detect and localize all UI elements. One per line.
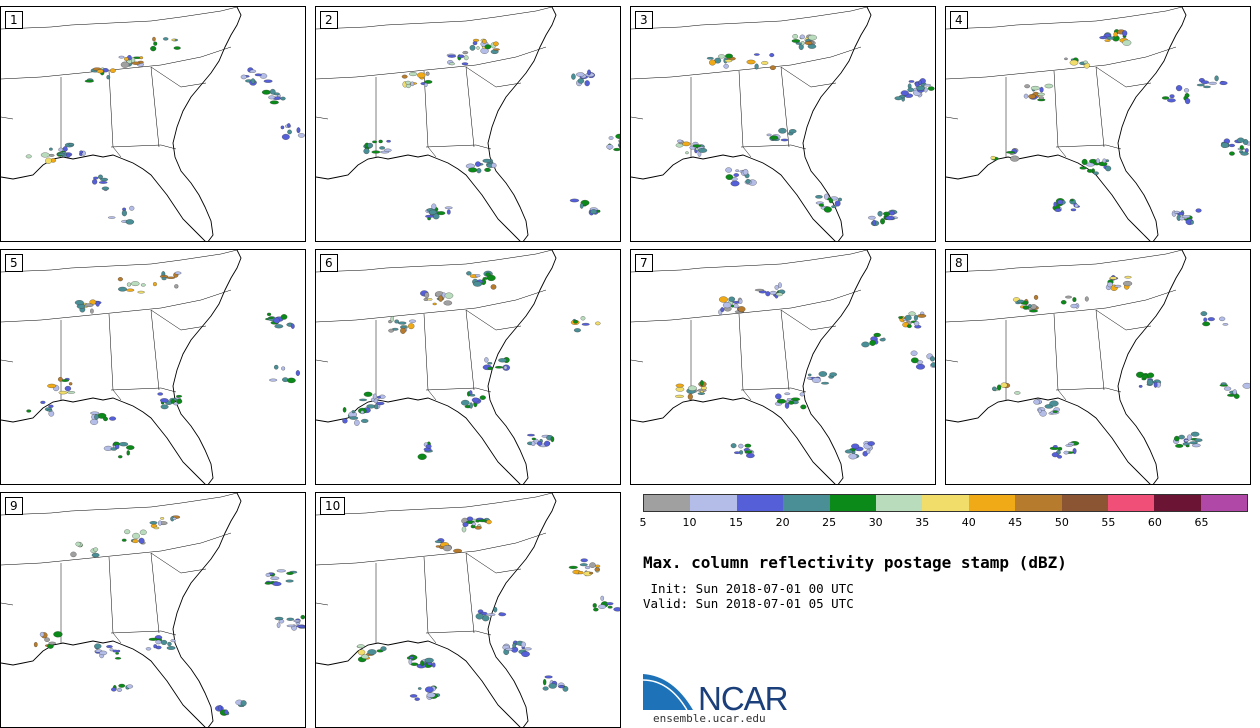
reflectivity-map xyxy=(1,493,305,727)
reflectivity-map xyxy=(316,250,601,484)
colorbar-segment xyxy=(875,495,923,511)
reflectivity-map xyxy=(316,493,620,727)
init-time: Init: Sun 2018-07-01 00 UTC xyxy=(643,581,854,596)
panel-number-label: 3 xyxy=(635,11,653,29)
panel-number-label: 10 xyxy=(320,497,346,515)
ensemble-member-panel-8: 8 xyxy=(945,249,1251,485)
panel-number-label: 5 xyxy=(5,254,23,272)
reflectivity-map xyxy=(316,7,620,241)
logo-url: ensemble.ucar.edu xyxy=(653,712,766,725)
reflectivity-map xyxy=(631,250,935,484)
colorbar-tick-label: 20 xyxy=(775,516,790,529)
valid-time: Valid: Sun 2018-07-01 05 UTC xyxy=(643,596,854,611)
colorbar-segment xyxy=(1200,495,1248,511)
reflectivity-map xyxy=(946,7,1250,241)
colorbar-segment xyxy=(1154,495,1201,511)
panel-number-label: 7 xyxy=(635,254,653,272)
colorbar-tick-label: 45 xyxy=(1008,516,1023,529)
ensemble-member-panel-2: 2 xyxy=(315,6,621,242)
panel-number-label: 2 xyxy=(320,11,338,29)
colorbar-segment xyxy=(922,495,969,511)
ensemble-member-panel-9: 9 xyxy=(0,492,306,728)
panel-number-label: 9 xyxy=(5,497,23,515)
ensemble-member-panel-1: 1 xyxy=(0,6,306,242)
colorbar-tick-label: 40 xyxy=(961,516,976,529)
colorbar-tick-label: 25 xyxy=(822,516,837,529)
colorbar-segment xyxy=(1061,495,1108,511)
panel-number-label: 6 xyxy=(320,254,338,272)
colorbar-segment xyxy=(829,495,876,511)
colorbar-tick-label: 55 xyxy=(1101,516,1116,529)
ensemble-member-panel-5: 5 xyxy=(0,249,306,485)
figure-title: Max. column reflectivity postage stamp (… xyxy=(643,553,1067,572)
colorbar-tick-label: 65 xyxy=(1194,516,1209,529)
colorbar-segment xyxy=(736,495,784,511)
ensemble-member-panel-3: 3 xyxy=(630,6,936,242)
colorbar-segment xyxy=(1015,495,1062,511)
colorbar-ticks: 5 10 15 20 25 30 35 40 45 50 55 60 65 xyxy=(639,516,1248,530)
colorbar-tick-label: 10 xyxy=(682,516,697,529)
colorbar-tick-label: 35 xyxy=(915,516,930,529)
panel-number-label: 8 xyxy=(950,254,968,272)
ensemble-member-panel-4: 4 xyxy=(945,6,1251,242)
colorbar xyxy=(643,494,1248,512)
reflectivity-map xyxy=(1,250,300,484)
ncar-logo-icon xyxy=(643,671,696,711)
ensemble-member-panel-7: 7 xyxy=(630,249,936,485)
ncar-logo-text: NCAR xyxy=(698,680,789,717)
colorbar-segment xyxy=(783,495,830,511)
colorbar-segment xyxy=(644,495,691,511)
colorbar-segment xyxy=(1107,495,1155,511)
colorbar-tick-label: 5 xyxy=(639,516,647,529)
ensemble-member-panel-6: 6 xyxy=(315,249,621,485)
colorbar-tick-label: 60 xyxy=(1147,516,1162,529)
panel-number-label: 1 xyxy=(5,11,23,29)
reflectivity-map xyxy=(631,7,935,241)
reflectivity-map xyxy=(1,7,305,241)
colorbar-segment xyxy=(968,495,1016,511)
colorbar-tick-label: 50 xyxy=(1054,516,1069,529)
colorbar-segment xyxy=(690,495,737,511)
colorbar-tick-label: 15 xyxy=(729,516,744,529)
colorbar-tick-label: 30 xyxy=(868,516,883,529)
ensemble-member-panel-10: 10 xyxy=(315,492,621,728)
reflectivity-map xyxy=(946,250,1250,484)
panel-number-label: 4 xyxy=(950,11,968,29)
